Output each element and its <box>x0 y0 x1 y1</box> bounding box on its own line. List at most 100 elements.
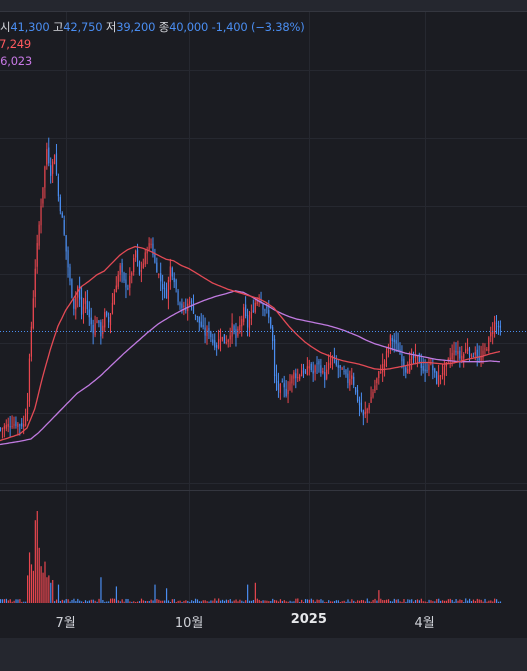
candle-body <box>57 176 59 197</box>
volume-bar <box>339 602 341 603</box>
volume-bar <box>221 599 224 603</box>
candle-body <box>382 363 384 373</box>
candle-body <box>438 375 440 386</box>
volume-bar <box>457 600 459 603</box>
volume-bar <box>241 600 243 603</box>
candle-body <box>393 339 395 343</box>
candle-body <box>144 252 146 265</box>
candle-body <box>117 274 119 287</box>
candle-body <box>368 405 370 410</box>
volume-bar <box>162 600 164 603</box>
volume-bar <box>23 601 25 603</box>
volume-bar <box>148 600 150 603</box>
volume-bar <box>360 599 363 603</box>
volume-bar <box>382 600 384 603</box>
volume-bar <box>468 598 471 603</box>
volume-bar <box>424 601 426 603</box>
volume-bar <box>358 600 361 603</box>
volume-bar <box>482 601 484 603</box>
volume-bar <box>366 598 368 603</box>
close-label: 종 <box>158 20 170 34</box>
volume-bar <box>316 599 318 603</box>
candle-body <box>13 424 15 426</box>
candle-body <box>217 339 220 349</box>
volume-bar <box>175 602 177 603</box>
volume-bar <box>171 599 173 603</box>
volume-bar <box>50 582 52 603</box>
volume-bar <box>472 599 475 603</box>
candle-body <box>177 290 179 302</box>
candle-body <box>428 364 430 371</box>
volume-bar <box>19 599 21 603</box>
volume-bar <box>497 601 500 603</box>
volume-bar <box>447 599 449 603</box>
volume-bar <box>407 599 409 603</box>
candle-body <box>11 425 13 427</box>
candle-body <box>270 317 272 329</box>
volume-bar <box>181 602 183 603</box>
candle-body <box>279 383 281 393</box>
volume-bar <box>193 601 195 603</box>
volume-bar <box>25 601 27 603</box>
volume-bar <box>345 601 347 603</box>
candle-body <box>486 348 488 351</box>
volume-bar <box>314 601 316 603</box>
volume-bar <box>220 600 222 603</box>
ma60-legend: 36,023 <box>0 54 33 68</box>
low-label: 저 <box>105 20 117 34</box>
volume-bar <box>61 599 63 603</box>
volume-bar <box>106 601 108 603</box>
candle-body <box>42 187 44 204</box>
candle-body <box>44 166 46 188</box>
candle-body <box>463 353 465 359</box>
volume-bar <box>449 598 451 603</box>
candle-body <box>453 350 455 356</box>
volume-bar <box>46 577 48 603</box>
volume-bar <box>13 600 15 603</box>
volume-bar <box>119 601 121 603</box>
high-value: 42,750 <box>63 20 103 34</box>
volume-bar <box>1 599 4 603</box>
volume-bar <box>403 599 405 603</box>
volume-bar <box>100 577 102 603</box>
volume-bar <box>426 601 428 603</box>
candle-body <box>169 266 171 282</box>
volume-bars <box>0 511 502 603</box>
candle-body <box>285 388 287 397</box>
volume-bar <box>30 564 33 603</box>
volume-bar <box>384 600 386 603</box>
volume-bar <box>422 601 424 603</box>
volume-bar <box>5 598 7 603</box>
volume-bar <box>71 599 73 603</box>
volume-bar <box>337 600 339 603</box>
bottom-toolbar <box>0 638 527 671</box>
volume-bar <box>258 599 260 603</box>
candle-body <box>189 301 191 304</box>
candle-body <box>162 284 164 290</box>
volume-bar <box>324 602 326 603</box>
volume-bar <box>432 601 434 603</box>
volume-bar <box>138 601 141 603</box>
volume-bar <box>137 601 139 603</box>
candle-body <box>380 372 382 374</box>
candle-body <box>272 327 274 342</box>
volume-bar <box>306 599 309 603</box>
candle-body <box>470 354 473 357</box>
candle-body <box>136 249 139 261</box>
volume-bar <box>75 601 77 603</box>
volume-bar <box>218 598 220 603</box>
candle-body <box>248 319 251 329</box>
candle-body <box>439 375 442 377</box>
volume-bar <box>165 588 168 603</box>
candle-body <box>297 377 299 379</box>
candle-body <box>79 286 81 300</box>
volume-bar <box>248 600 251 603</box>
volume-bar <box>7 600 9 603</box>
volume-bar <box>478 599 480 603</box>
candle-body <box>24 413 27 426</box>
volume-bar <box>225 599 228 603</box>
candle-body <box>385 351 388 359</box>
candle-body <box>424 369 426 372</box>
candle-body <box>15 421 17 427</box>
